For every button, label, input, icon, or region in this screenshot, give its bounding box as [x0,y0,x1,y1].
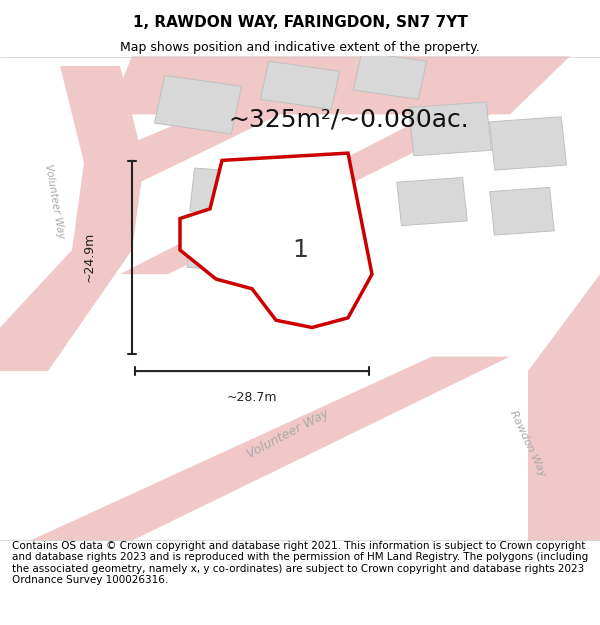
Polygon shape [490,117,566,170]
Polygon shape [120,95,510,274]
Polygon shape [154,76,242,134]
Polygon shape [187,229,245,271]
Text: Rawdon Way: Rawdon Way [508,409,548,479]
Polygon shape [180,153,372,328]
Text: Volunteer Way: Volunteer Way [245,407,331,461]
Polygon shape [353,52,427,99]
Text: ~28.7m: ~28.7m [227,391,277,404]
Polygon shape [409,102,491,156]
Text: Volunteer Way: Volunteer Way [43,164,65,239]
Polygon shape [108,56,360,192]
Polygon shape [397,177,467,226]
Text: ~24.9m: ~24.9m [83,232,96,282]
Polygon shape [0,66,144,371]
Text: Contains OS data © Crown copyright and database right 2021. This information is : Contains OS data © Crown copyright and d… [12,541,588,586]
Polygon shape [30,356,510,541]
Polygon shape [108,56,360,114]
Polygon shape [528,274,600,541]
Polygon shape [190,168,254,216]
Text: Map shows position and indicative extent of the property.: Map shows position and indicative extent… [120,41,480,54]
Polygon shape [260,61,340,109]
Polygon shape [286,168,350,216]
Polygon shape [330,56,570,114]
Text: 1: 1 [292,238,308,262]
Text: ~325m²/~0.080ac.: ~325m²/~0.080ac. [228,107,469,131]
Text: 1, RAWDON WAY, FARINGDON, SN7 7YT: 1, RAWDON WAY, FARINGDON, SN7 7YT [133,16,467,31]
Polygon shape [490,188,554,235]
